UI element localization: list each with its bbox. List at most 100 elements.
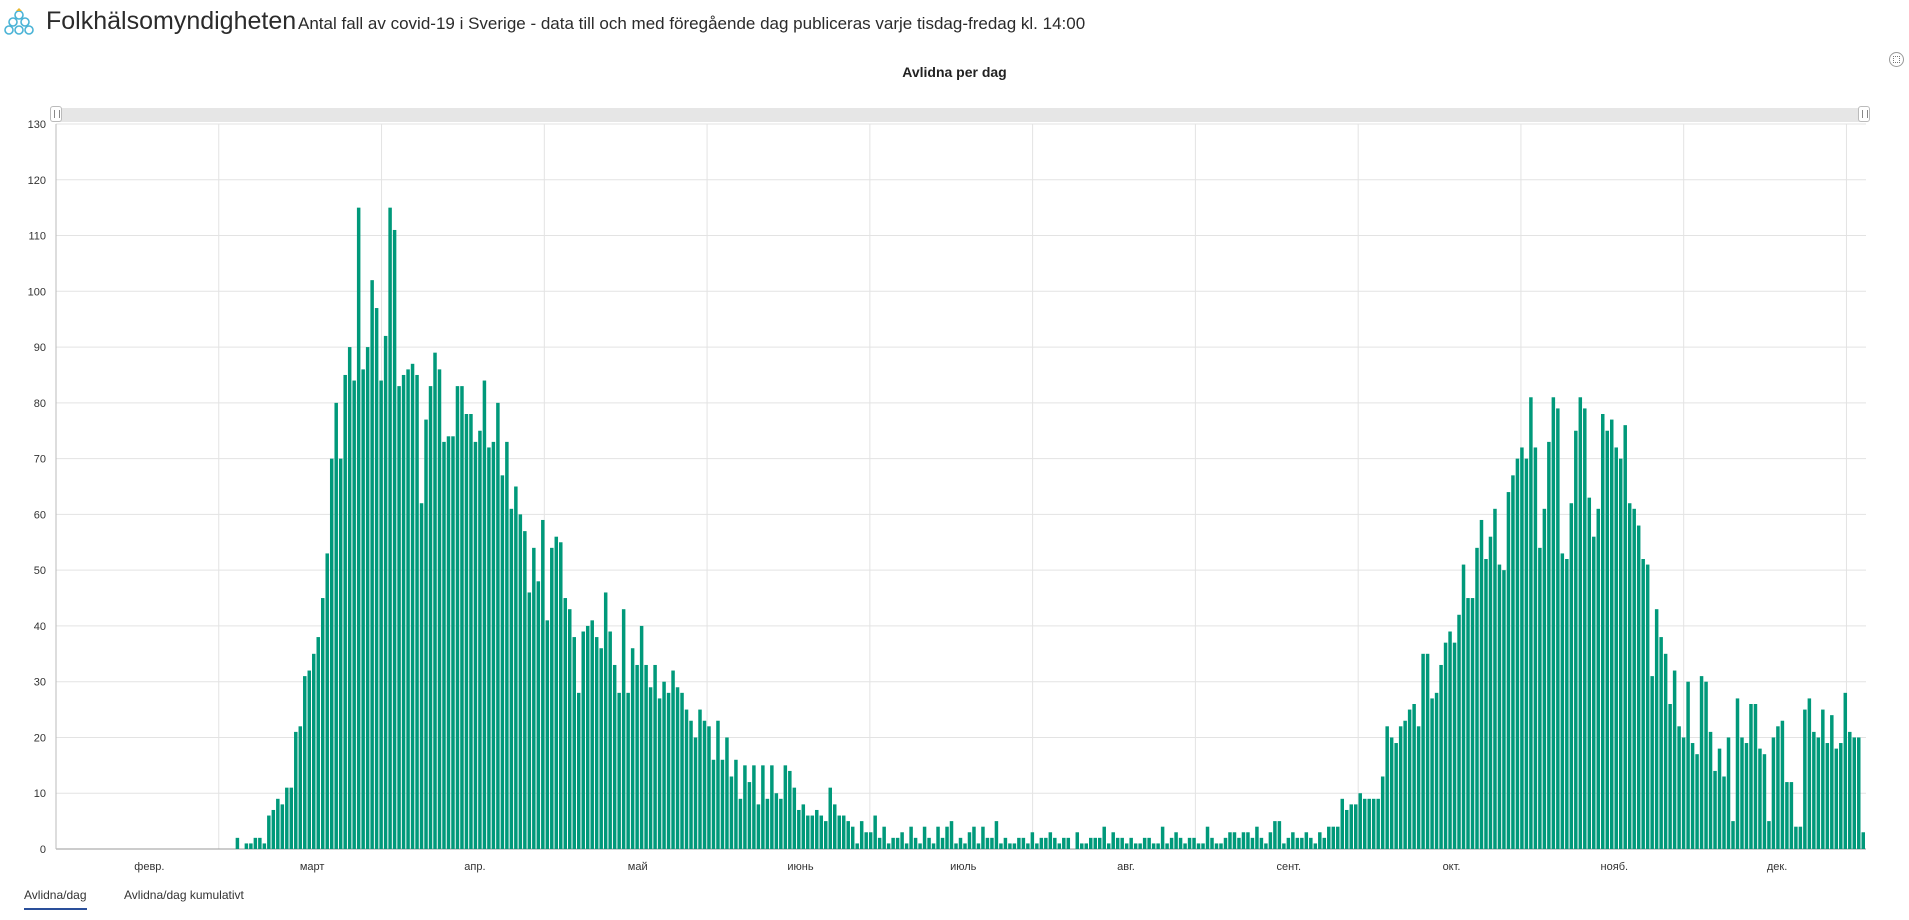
bar[interactable] — [1273, 821, 1277, 849]
bar[interactable] — [1569, 503, 1574, 849]
bar[interactable] — [985, 837, 990, 849]
bar[interactable] — [653, 664, 657, 849]
bar[interactable] — [1398, 726, 1403, 849]
bar[interactable] — [1309, 837, 1313, 849]
bar[interactable] — [1062, 837, 1066, 849]
bar[interactable] — [478, 430, 482, 849]
bar[interactable] — [1053, 837, 1057, 849]
bar[interactable] — [590, 620, 594, 849]
bar[interactable] — [1699, 676, 1704, 849]
bar[interactable] — [1457, 614, 1461, 849]
bar[interactable] — [859, 821, 864, 849]
bar[interactable] — [967, 832, 972, 849]
bar[interactable] — [1214, 843, 1219, 849]
bar[interactable] — [1596, 508, 1601, 849]
bar[interactable] — [1232, 832, 1237, 849]
bar[interactable] — [738, 798, 743, 849]
bar[interactable] — [1578, 397, 1583, 849]
bar[interactable] — [585, 625, 590, 849]
bar[interactable] — [886, 843, 891, 849]
bar[interactable] — [329, 458, 334, 849]
bar[interactable] — [258, 837, 262, 849]
bar[interactable] — [1704, 681, 1708, 849]
bar[interactable] — [1592, 536, 1596, 849]
bar[interactable] — [1389, 737, 1394, 849]
bar[interactable] — [1681, 737, 1686, 849]
bar[interactable] — [1331, 826, 1336, 849]
bar[interactable] — [1026, 843, 1030, 849]
bar[interactable] — [262, 843, 267, 849]
bar[interactable] — [702, 720, 707, 849]
bar[interactable] — [532, 547, 536, 849]
bar[interactable] — [1609, 419, 1614, 849]
bar[interactable] — [1362, 798, 1367, 849]
bar[interactable] — [1726, 737, 1731, 849]
bar[interactable] — [1717, 748, 1722, 849]
bar[interactable] — [554, 536, 559, 849]
bar[interactable] — [743, 765, 747, 849]
bar[interactable] — [496, 402, 500, 849]
bar[interactable] — [1618, 458, 1623, 849]
bar[interactable] — [734, 759, 738, 849]
bar[interactable] — [994, 821, 999, 849]
bar[interactable] — [1255, 826, 1259, 849]
scrollbar-right-grip[interactable] — [1858, 106, 1870, 122]
bar[interactable] — [500, 475, 505, 849]
bar[interactable] — [518, 514, 523, 849]
bar[interactable] — [397, 386, 401, 849]
bar[interactable] — [770, 765, 774, 849]
bar[interactable] — [1632, 508, 1636, 849]
bar[interactable] — [464, 414, 469, 849]
bar[interactable] — [1565, 559, 1569, 849]
bar[interactable] — [1138, 843, 1142, 849]
bar[interactable] — [1645, 564, 1650, 849]
bar[interactable] — [1313, 843, 1318, 849]
bar[interactable] — [1201, 843, 1205, 849]
bar[interactable] — [1353, 804, 1358, 849]
bar[interactable] — [298, 726, 303, 849]
bar[interactable] — [334, 402, 338, 849]
bar[interactable] — [1839, 743, 1843, 849]
bar[interactable] — [455, 386, 460, 849]
bar[interactable] — [1551, 397, 1556, 849]
bar[interactable] — [630, 648, 635, 849]
bar[interactable] — [904, 843, 909, 849]
bar[interactable] — [1821, 709, 1825, 849]
bar[interactable] — [285, 787, 289, 849]
bar[interactable] — [1627, 503, 1632, 849]
bar[interactable] — [810, 815, 815, 849]
bar[interactable] — [428, 386, 433, 849]
bar[interactable] — [473, 441, 478, 849]
bar[interactable] — [1169, 837, 1174, 849]
bar[interactable] — [1807, 698, 1812, 849]
bar[interactable] — [729, 776, 734, 850]
bar[interactable] — [788, 770, 792, 849]
bar[interactable] — [1282, 843, 1286, 849]
bar[interactable] — [1753, 704, 1758, 849]
bar[interactable] — [1345, 809, 1349, 849]
bar[interactable] — [1461, 564, 1466, 849]
bar[interactable] — [1470, 598, 1475, 849]
bar[interactable] — [1843, 692, 1848, 849]
bar[interactable] — [900, 832, 904, 849]
bar[interactable] — [1192, 837, 1196, 849]
bar[interactable] — [303, 676, 307, 849]
bar[interactable] — [424, 419, 428, 849]
bar[interactable] — [940, 837, 945, 849]
bar[interactable] — [1358, 793, 1362, 849]
bar[interactable] — [1776, 726, 1780, 849]
bar[interactable] — [1852, 737, 1857, 849]
bar[interactable] — [280, 804, 285, 849]
bar[interactable] — [325, 553, 329, 849]
bar[interactable] — [1672, 670, 1677, 849]
bar[interactable] — [1376, 798, 1380, 849]
bar[interactable] — [1165, 843, 1169, 849]
bar[interactable] — [1659, 637, 1663, 849]
bar[interactable] — [648, 687, 653, 849]
bar[interactable] — [1452, 642, 1457, 849]
bar[interactable] — [1327, 826, 1331, 849]
bar[interactable] — [244, 843, 249, 849]
bar[interactable] — [1380, 776, 1385, 850]
bar[interactable] — [1246, 832, 1250, 849]
bar[interactable] — [1583, 408, 1587, 849]
